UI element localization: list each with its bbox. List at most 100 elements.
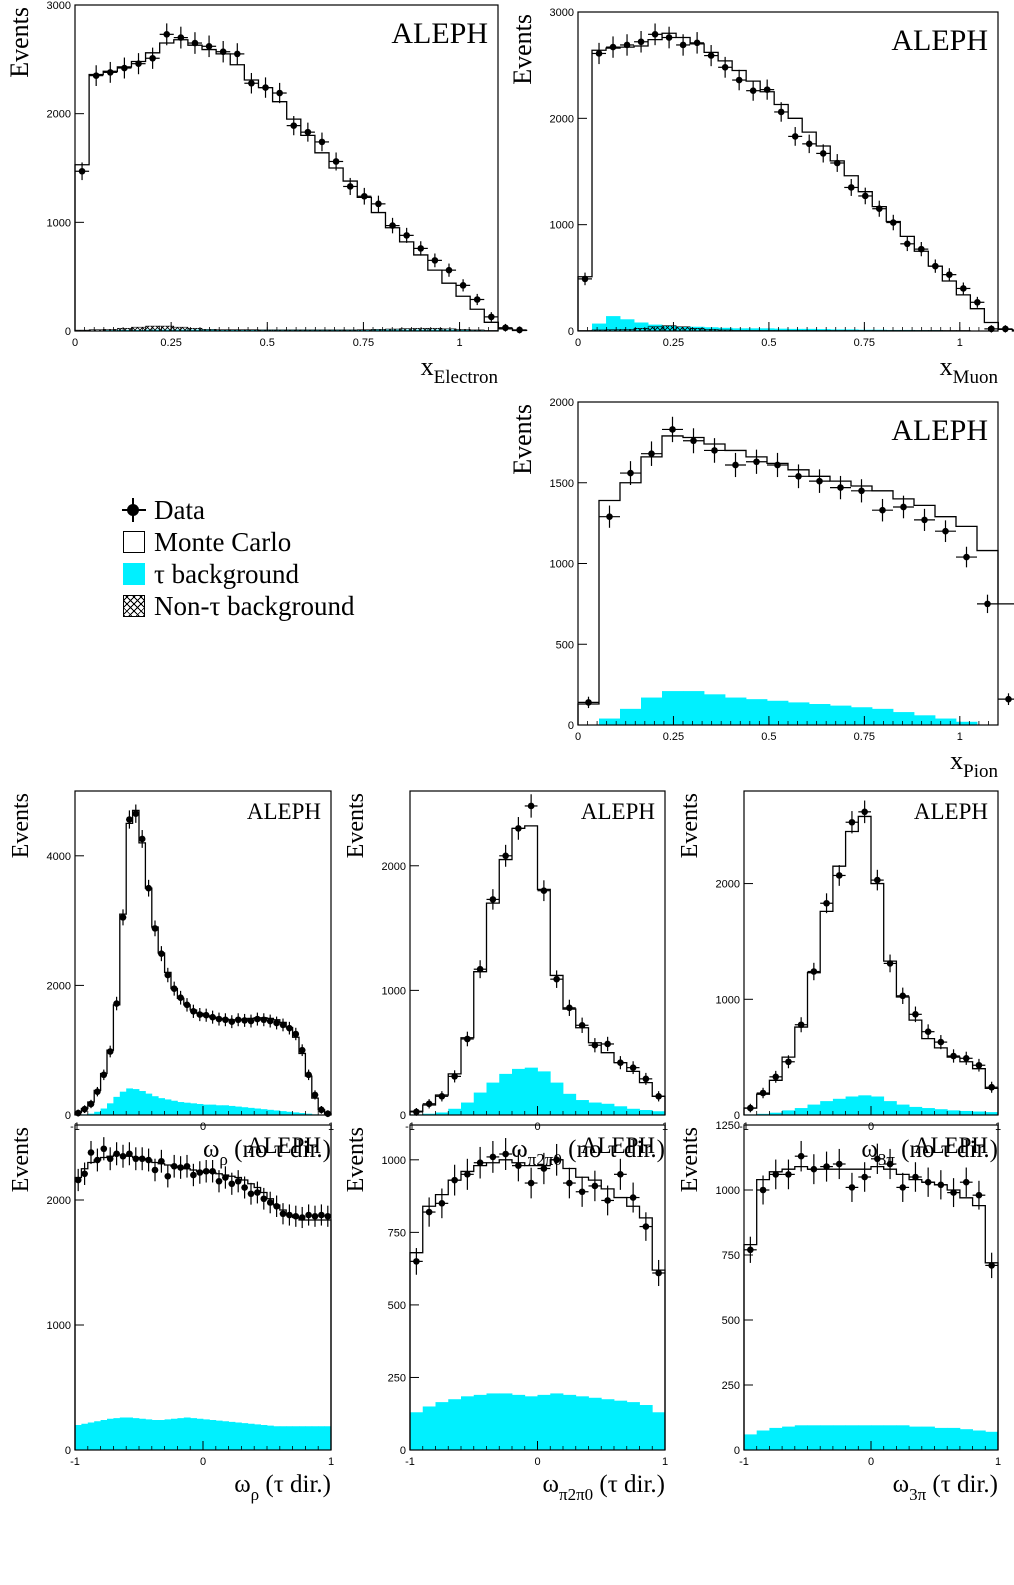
data-point [537, 880, 551, 902]
data-point-marker [222, 1174, 229, 1181]
data-point [329, 152, 344, 171]
data-point-marker [785, 1171, 792, 1178]
data-point-marker [655, 1269, 662, 1277]
data-point [732, 69, 747, 91]
data-point [159, 23, 174, 46]
tau-background-bin [614, 1400, 628, 1450]
data-point [343, 177, 358, 196]
data-point [921, 1167, 935, 1197]
data-point-marker [669, 426, 676, 433]
y-tick-label: 250 [722, 1380, 740, 1392]
data-point [119, 1144, 127, 1168]
y-tick-label: 2000 [47, 109, 71, 121]
data-point-marker [609, 43, 617, 51]
data-point [183, 998, 191, 1012]
data-point-marker [946, 271, 953, 278]
tau-background-bin [126, 1088, 133, 1115]
tau-background-bin [410, 1412, 424, 1450]
data-point [164, 1165, 172, 1188]
x-tick-label: 0.5 [761, 731, 776, 743]
tau-background-bin [934, 1109, 948, 1115]
tau-background-bin [422, 1406, 436, 1450]
data-point-marker [273, 1019, 280, 1027]
data-point [802, 134, 817, 154]
data-point-marker [711, 447, 718, 454]
legend-item-nontau-background: Non-τ background [120, 590, 355, 622]
monte-carlo-series [74, 809, 332, 1115]
data-point-marker [413, 1108, 420, 1116]
data-point [575, 1017, 589, 1033]
data-point [704, 438, 725, 463]
data-point [435, 1188, 449, 1219]
data-point-marker [234, 1177, 242, 1185]
data-point-marker [292, 1030, 300, 1038]
tau-background-bin [830, 705, 852, 725]
data-point [173, 26, 188, 49]
tau-background-bin [267, 1425, 274, 1451]
tau-background-bin [794, 1425, 808, 1450]
tau-background-bin [760, 328, 775, 331]
data-point [578, 696, 599, 709]
data-point-marker [975, 1061, 983, 1069]
data-point [298, 1044, 306, 1057]
data-point [970, 296, 985, 308]
data-point [234, 1013, 242, 1027]
data-point [106, 1045, 114, 1058]
data-point-marker [679, 41, 687, 49]
tau-background-bin [599, 718, 621, 725]
data-point [131, 53, 146, 75]
data-point [216, 41, 231, 63]
tau-background-bin [286, 1111, 293, 1115]
data-point [314, 132, 330, 152]
data-point [473, 960, 487, 979]
tau-background-bin [832, 1098, 846, 1115]
tau-background-bin [575, 1100, 589, 1115]
data-point-marker [651, 31, 659, 38]
data-point [914, 241, 929, 257]
data-point [126, 810, 133, 829]
tau-background-bin [652, 1111, 666, 1115]
data-point-marker [540, 887, 548, 894]
data-point-marker [797, 1021, 805, 1029]
data-point-marker [502, 852, 509, 860]
tau-background-bin [209, 1104, 217, 1115]
data-point-marker [209, 1167, 216, 1175]
data-point-marker [459, 282, 467, 289]
data-point [113, 996, 120, 1011]
data-point-marker [311, 1091, 319, 1099]
data-point-marker [984, 600, 991, 608]
data-point [470, 293, 485, 306]
tau-background-bin [746, 328, 761, 331]
data-point [524, 1167, 538, 1199]
data-point-marker [837, 484, 844, 491]
data-point-marker [438, 1200, 446, 1207]
data-point [998, 693, 1014, 706]
data-point-marker [823, 899, 830, 907]
y-tick-label: 0 [65, 1445, 71, 1457]
data-point-marker [389, 222, 396, 229]
tau-background-bin [164, 1419, 172, 1451]
data-point-marker [874, 876, 881, 884]
data-point-marker [819, 150, 827, 157]
data-point [292, 1027, 300, 1041]
data-point-marker [87, 1100, 95, 1108]
tau-background-bin [177, 1418, 185, 1451]
data-point-marker [476, 965, 484, 973]
data-point-marker [772, 1171, 780, 1178]
data-point-marker [489, 896, 497, 903]
data-point-marker [833, 159, 841, 167]
data-point [845, 811, 859, 834]
data-point [318, 1106, 325, 1114]
data-point [266, 1191, 274, 1214]
tau-background-bin [94, 1111, 101, 1115]
data-point [512, 326, 527, 334]
data-point [683, 428, 704, 454]
data-point-marker [515, 825, 522, 832]
tau-background-bin [273, 1426, 281, 1450]
data-point-marker [962, 1178, 970, 1186]
data-point-marker [900, 503, 907, 511]
data-point [858, 800, 871, 824]
plot-frame [74, 1124, 332, 1451]
data-point-marker [629, 1194, 637, 1201]
data-point-marker [361, 192, 368, 200]
